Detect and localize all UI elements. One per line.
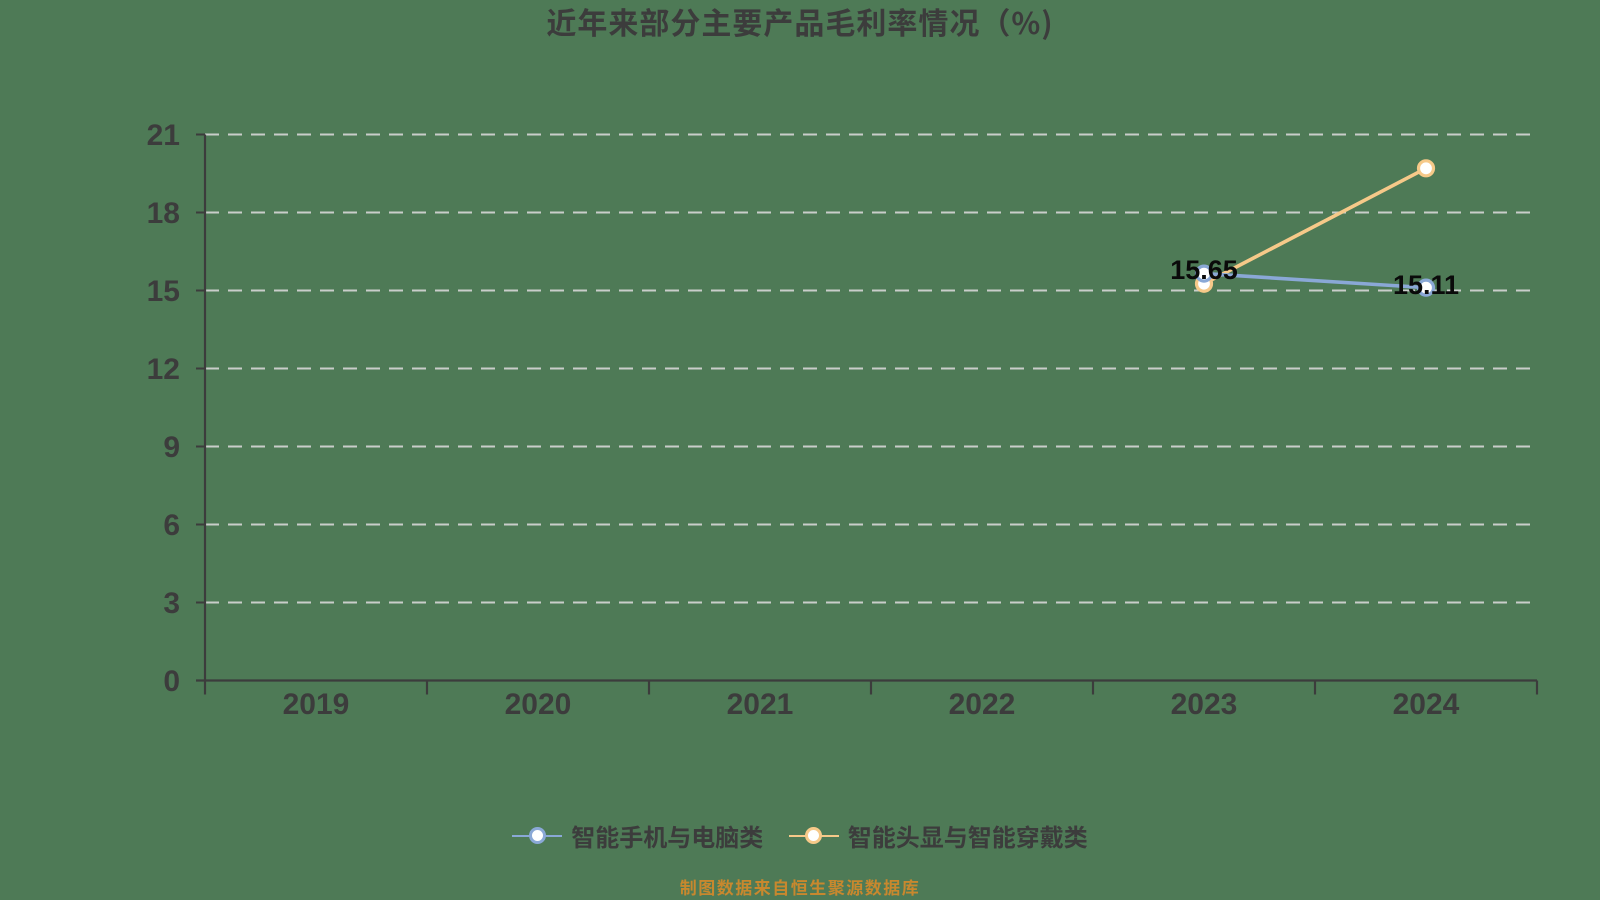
svg-text:12: 12: [147, 353, 180, 386]
svg-text:2019: 2019: [283, 688, 350, 721]
svg-text:15.11: 15.11: [1393, 270, 1459, 300]
svg-text:2022: 2022: [949, 688, 1016, 721]
svg-text:2021: 2021: [727, 688, 794, 721]
svg-text:15: 15: [147, 275, 180, 308]
svg-text:2024: 2024: [1393, 688, 1460, 721]
svg-text:2023: 2023: [1171, 688, 1238, 721]
svg-text:21: 21: [147, 119, 180, 152]
svg-text:18: 18: [147, 197, 180, 230]
svg-text:3: 3: [163, 587, 180, 620]
svg-text:6: 6: [163, 509, 180, 542]
svg-text:0: 0: [163, 665, 180, 698]
svg-text:9: 9: [163, 431, 180, 464]
svg-text:2020: 2020: [505, 688, 572, 721]
svg-text:15.65: 15.65: [1170, 255, 1238, 285]
